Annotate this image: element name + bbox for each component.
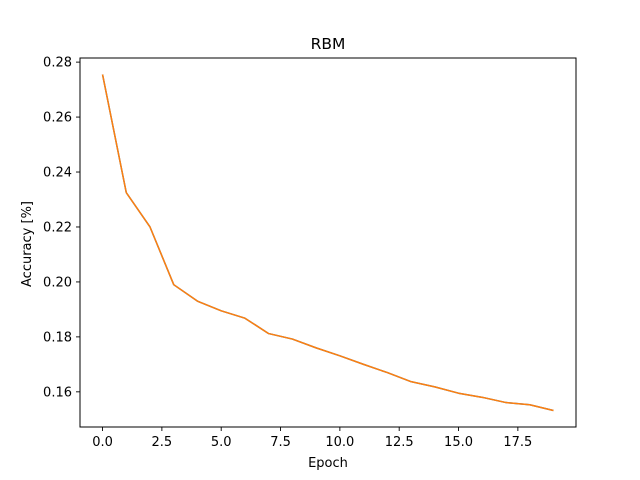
y-tick-label: 0.22 <box>43 220 72 235</box>
y-tick-label: 0.20 <box>43 275 72 290</box>
x-axis-label: Epoch <box>308 456 348 471</box>
y-tick-label: 0.28 <box>43 56 72 71</box>
x-tick-label: 5.0 <box>211 435 232 450</box>
x-tick-label: 12.5 <box>385 435 414 450</box>
y-tick-label: 0.16 <box>43 385 72 400</box>
series-line-1 <box>101 74 554 412</box>
series-line-2 <box>101 74 554 412</box>
y-axis-ticks: 0.16 0.18 0.20 0.22 0.24 0.26 0.28 <box>43 56 80 400</box>
x-tick-label: 7.5 <box>270 435 291 450</box>
x-tick-label: 2.5 <box>152 435 173 450</box>
y-axis-label: Accuracy [%] <box>20 201 35 287</box>
chart-title: RBM <box>311 35 346 53</box>
x-tick-label: 15.0 <box>444 435 473 450</box>
y-tick-label: 0.18 <box>43 330 72 345</box>
x-axis-ticks: 0.0 2.5 5.0 7.5 10.0 12.5 15.0 17.5 <box>92 427 532 450</box>
x-tick-label: 10.0 <box>325 435 354 450</box>
y-tick-label: 0.24 <box>43 166 72 181</box>
plot-area-frame <box>79 57 577 428</box>
x-tick-label: 17.5 <box>503 435 532 450</box>
series-layer <box>101 74 554 412</box>
x-tick-label: 0.0 <box>92 435 113 450</box>
y-tick-label: 0.26 <box>43 111 72 126</box>
